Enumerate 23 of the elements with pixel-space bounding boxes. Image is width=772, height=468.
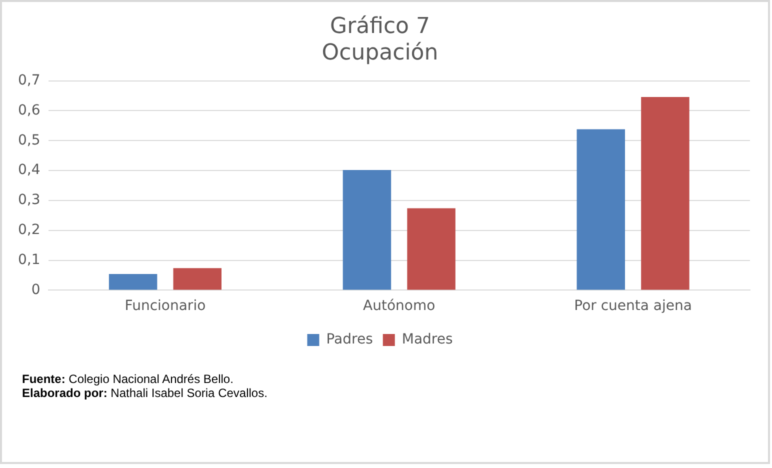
source-note: Fuente: Colegio Nacional Andrés Bello. [22, 372, 234, 386]
y-tick-label: 0,3 [18, 192, 40, 208]
x-tick-label: Funcionario [124, 298, 206, 314]
legend-label: Madres [402, 332, 453, 348]
text: Elaborado por: Nathali Isabel Soria Cevallos. [22, 386, 268, 400]
y-tick-label: 0,1 [18, 252, 40, 268]
bar [576, 129, 626, 290]
bar [407, 208, 456, 290]
bar [173, 268, 222, 290]
y-tick-label: 0,5 [18, 132, 40, 148]
y-tick-label: 0,4 [18, 162, 40, 178]
bar [641, 96, 690, 290]
chart-subtitle: Ocupación [322, 40, 438, 66]
y-tick-label: 0 [31, 282, 40, 298]
x-tick-label: Por cuenta ajena [574, 298, 692, 314]
y-tick-label: 0,6 [18, 102, 40, 118]
bar [342, 170, 392, 290]
bar [108, 274, 158, 290]
legend-label: Padres [326, 332, 373, 348]
y-tick-label: 0,2 [18, 222, 40, 238]
x-tick-label: Autónomo [363, 298, 436, 314]
y-tick-label: 0,7 [18, 72, 40, 88]
chart-title: Gráfico 7 [330, 14, 430, 39]
